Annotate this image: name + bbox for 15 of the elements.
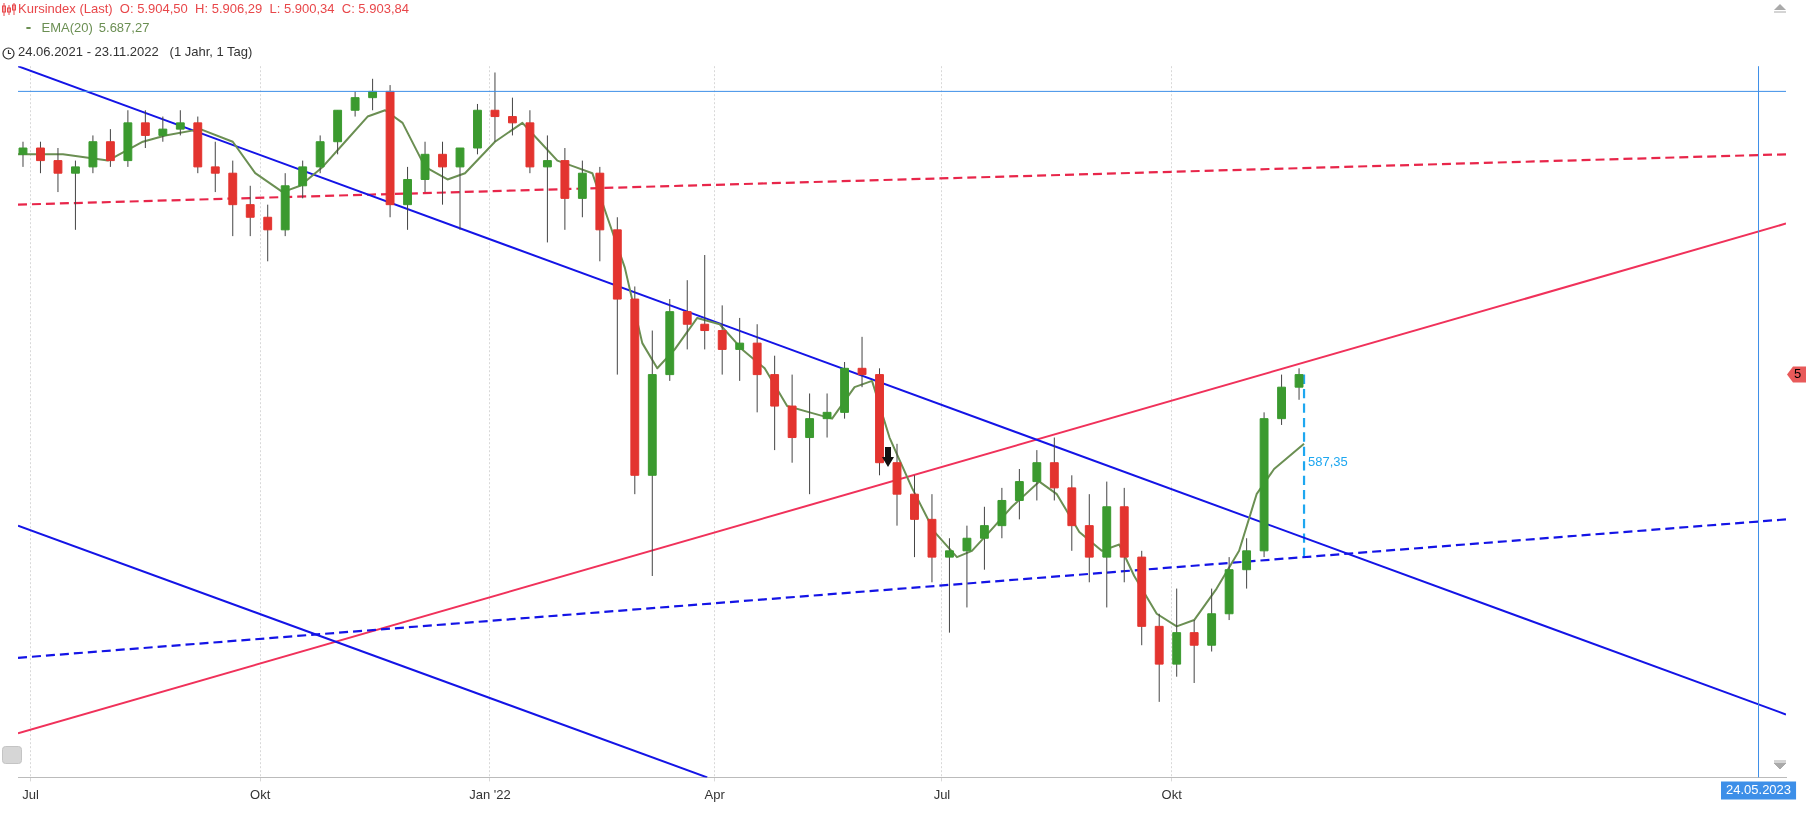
annotation: 5 (1794, 366, 1802, 382)
text: 5.687,27 (98, 19, 150, 35)
x-tick-label: Jul (22, 786, 39, 802)
candlestick (71, 160, 80, 231)
x-tick-label: Jul (933, 786, 951, 802)
ref-line-label: 24.05.2023 (1725, 781, 1792, 797)
annotation: 587,35 (1308, 454, 1348, 470)
x-tick-label: Okt (1161, 786, 1183, 802)
candlestick (945, 537, 954, 634)
chart-title: Kursindex (Last) O: 5.904,50 H: 5.906,29 L: 5.900,34 C: 5.903,84 (18, 1, 409, 17)
x-tick-label: Jan '22 (469, 786, 511, 802)
x-tick-label: Apr (704, 786, 726, 802)
x-tick-label: Okt (250, 786, 271, 802)
legend-label: EMA(20) (41, 19, 93, 35)
chart-subtitle: 24.06.2021 - 23.11.2022 (1 Jahr, 1 Tag) (18, 43, 253, 59)
